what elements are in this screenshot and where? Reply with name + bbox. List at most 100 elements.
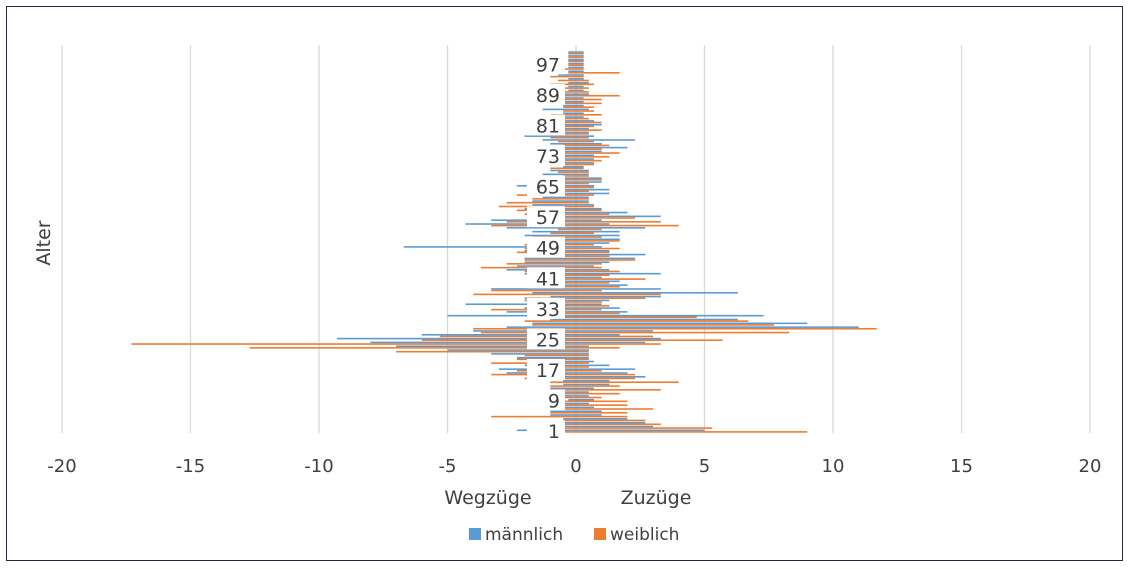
- bar-zuzug-maennlich: [576, 215, 661, 218]
- bar-zuzug-maennlich: [576, 219, 602, 221]
- bar-wegzug-maennlich: [563, 158, 576, 160]
- bar-zuzug-maennlich: [576, 192, 610, 195]
- bar-zuzug-maennlich: [576, 120, 594, 122]
- bar-wegzug-weiblich: [558, 156, 576, 158]
- bar-zuzug-weiblich: [576, 205, 594, 208]
- x-tick-label: 20: [1079, 456, 1102, 477]
- bar-wegzug-weiblich: [550, 75, 576, 78]
- bar-zuzug-weiblich: [576, 381, 679, 384]
- y-tick-label: 89: [536, 85, 560, 107]
- bar-wegzug-maennlich: [563, 104, 576, 107]
- bar-zuzug-maennlich: [576, 188, 610, 191]
- bar-wegzug-maennlich: [550, 142, 576, 145]
- bar-wegzug-maennlich: [558, 402, 576, 405]
- bar-wegzug-maennlich: [542, 196, 576, 199]
- bar-zuzug-maennlich: [576, 376, 646, 378]
- bar-zuzug-weiblich: [576, 87, 589, 89]
- bar-zuzug-maennlich: [576, 284, 628, 286]
- bar-zuzug-maennlich: [576, 135, 594, 137]
- bar-wegzug-weiblich: [563, 423, 576, 426]
- bar-zuzug-maennlich: [576, 395, 589, 397]
- chart-frame: 1 9 17 25 33 41 49 57 65 73 81 89 97 -20 -15 -10 -5 0 5 10…: [6, 6, 1123, 561]
- y-tick-label-bg: [527, 236, 565, 258]
- bar-wegzug-maennlich: [524, 234, 576, 237]
- bar-zuzug-weiblich: [576, 114, 602, 116]
- bar-wegzug-maennlich: [396, 345, 576, 348]
- y-tick-label-bg: [527, 358, 565, 380]
- bar-zuzug-maennlich: [576, 398, 594, 401]
- bar-zuzug-maennlich: [576, 383, 610, 386]
- bar-wegzug-weiblich: [524, 320, 576, 322]
- bar-wegzug-weiblich: [506, 263, 576, 265]
- bar-wegzug-weiblich: [563, 125, 576, 128]
- bar-zuzug-weiblich: [576, 243, 594, 246]
- bar-zuzug-maennlich: [576, 318, 738, 321]
- bar-zuzug-weiblich: [576, 106, 594, 108]
- bar-zuzug-weiblich: [576, 259, 636, 261]
- bar-zuzug-weiblich: [576, 167, 584, 170]
- bar-wegzug-weiblich: [563, 159, 576, 162]
- bar-zuzug-weiblich: [576, 419, 646, 422]
- y-tick-label: 9: [548, 391, 560, 413]
- bar-zuzug-maennlich: [576, 112, 584, 115]
- bar-zuzug-weiblich: [576, 178, 602, 181]
- bar-zuzug-maennlich: [576, 100, 584, 103]
- bar-zuzug-weiblich: [576, 377, 636, 380]
- bar-zuzug-weiblich: [576, 240, 620, 242]
- bar-wegzug-maennlich: [563, 383, 576, 386]
- bar-wegzug-maennlich: [568, 62, 576, 65]
- bar-zuzug-weiblich: [576, 396, 602, 399]
- bar-wegzug-maennlich: [532, 230, 576, 233]
- y-tick-label-bg: [527, 145, 565, 167]
- bar-wegzug-weiblich: [558, 182, 576, 185]
- bar-zuzug-maennlich: [576, 364, 610, 367]
- bar-zuzug-weiblich: [576, 110, 594, 112]
- bar-zuzug-weiblich: [576, 282, 610, 284]
- bar-zuzug-weiblich: [576, 316, 697, 319]
- bar-zuzug-weiblich: [576, 354, 589, 357]
- bar-zuzug-weiblich: [576, 98, 602, 101]
- bar-zuzug-weiblich: [576, 251, 610, 254]
- bar-zuzug-weiblich: [576, 369, 602, 372]
- bar-zuzug-maennlich: [576, 425, 654, 428]
- bar-wegzug-maennlich: [563, 165, 576, 168]
- bar-wegzug-weiblich: [558, 278, 576, 280]
- bar-zuzug-weiblich: [576, 289, 602, 292]
- bar-wegzug-maennlich: [563, 112, 576, 115]
- bar-zuzug-weiblich: [576, 209, 602, 212]
- bar-zuzug-weiblich: [576, 400, 628, 403]
- bar-zuzug-maennlich: [576, 123, 602, 126]
- bar-zuzug-weiblich: [576, 83, 594, 86]
- bar-wegzug-maennlich: [568, 58, 576, 61]
- bar-wegzug-maennlich: [465, 303, 576, 306]
- bar-wegzug-maennlich: [524, 135, 576, 137]
- bar-zuzug-weiblich: [576, 68, 584, 70]
- bar-zuzug-maennlich: [576, 93, 589, 95]
- bar-wegzug-maennlich: [370, 341, 576, 344]
- bar-zuzug-weiblich: [576, 64, 584, 66]
- bar-zuzug-weiblich: [576, 175, 589, 177]
- legend-label-weiblich: weiblich: [610, 525, 679, 545]
- bar-zuzug-maennlich: [576, 291, 738, 294]
- bar-zuzug-maennlich: [576, 242, 610, 244]
- bar-zuzug-maennlich: [576, 181, 602, 183]
- bar-wegzug-maennlich: [568, 66, 576, 69]
- bar-zuzug-weiblich: [576, 427, 713, 429]
- y-tick-label: 33: [536, 299, 560, 321]
- bar-zuzug-maennlich: [576, 410, 602, 412]
- bar-zuzug-maennlich: [576, 85, 584, 88]
- bar-wegzug-weiblich: [563, 106, 576, 108]
- bar-wegzug-weiblich: [568, 52, 576, 55]
- bar-wegzug-weiblich: [558, 427, 576, 429]
- bar-wegzug-maennlich: [558, 154, 576, 157]
- bar-zuzug-weiblich: [576, 213, 610, 215]
- bar-wegzug-weiblich: [563, 87, 576, 89]
- x-tick-label: 0: [570, 456, 581, 477]
- x-tick-labels: -20 -15 -10 -5 0 5 10 15 20: [47, 456, 1101, 477]
- bar-zuzug-weiblich: [576, 156, 610, 158]
- bar-zuzug-weiblich: [576, 190, 589, 193]
- bar-zuzug-maennlich: [576, 360, 594, 363]
- bar-zuzug-weiblich: [576, 431, 808, 433]
- bar-zuzug-maennlich: [576, 418, 628, 420]
- bar-zuzug-maennlich: [576, 333, 620, 336]
